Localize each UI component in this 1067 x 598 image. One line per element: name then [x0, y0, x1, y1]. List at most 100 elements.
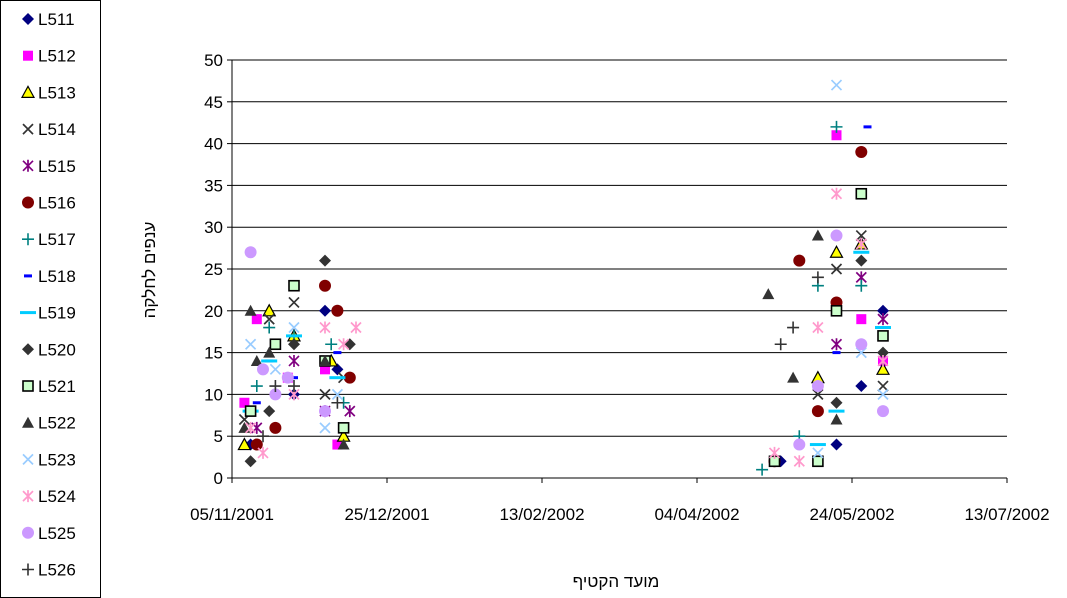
- data-point: [337, 422, 350, 434]
- data-point: [244, 338, 257, 350]
- data-point: [830, 79, 843, 91]
- x-tick-label: 13/07/2002: [964, 505, 1049, 524]
- y-tick-label: 40: [204, 135, 223, 154]
- data-point: [812, 321, 824, 334]
- legend: L511 L512 L513 L514 L515 L516 L517 L518 L519 L520…: [0, 0, 101, 598]
- y-tick-label: 45: [204, 93, 223, 112]
- legend-marker: [20, 85, 36, 99]
- legend-label: L514: [38, 120, 76, 139]
- legend-label: L511: [38, 10, 75, 29]
- data-point: [333, 351, 342, 355]
- data-point: [855, 380, 868, 393]
- legend-item: L515: [22, 157, 76, 176]
- data-point: [855, 346, 867, 359]
- y-tick-label: 10: [204, 385, 223, 404]
- data-point: [332, 439, 343, 450]
- data-point: [250, 380, 263, 393]
- data-point: [855, 229, 867, 242]
- x-tick-label: 05/11/2001: [190, 505, 274, 524]
- data-point: [877, 388, 889, 401]
- legend-label: L522: [38, 414, 76, 433]
- data-point: [319, 321, 331, 334]
- data-point: [855, 279, 868, 292]
- data-point: [863, 125, 872, 129]
- data-point: [350, 321, 362, 334]
- legend-marker: [20, 311, 36, 315]
- series-L525: [244, 229, 889, 451]
- data-point: [853, 250, 870, 254]
- data-point: [855, 237, 867, 250]
- legend-label: L523: [38, 450, 76, 469]
- legend-label: L513: [38, 83, 76, 102]
- data-point: [250, 438, 263, 451]
- data-point: [257, 430, 269, 443]
- data-point: [787, 321, 800, 334]
- data-point: [250, 354, 263, 366]
- data-point: [875, 362, 891, 375]
- data-point: [830, 413, 843, 425]
- data-point: [286, 334, 302, 338]
- legend-label: L519: [38, 304, 76, 323]
- legend-marker: [22, 453, 34, 466]
- legend-marker: [22, 196, 34, 209]
- data-point: [809, 443, 826, 447]
- data-point: [877, 354, 889, 367]
- data-point: [237, 437, 252, 451]
- data-point: [261, 359, 278, 363]
- data-point: [319, 354, 331, 366]
- data-point: [263, 313, 275, 325]
- data-point: [288, 296, 300, 309]
- data-point: [831, 130, 842, 141]
- data-point: [319, 304, 331, 317]
- legend-item: L513: [20, 83, 76, 102]
- legend-item: L524: [22, 487, 76, 506]
- legend-marker: [22, 526, 34, 539]
- legend-marker: [22, 13, 34, 25]
- legend-item: L517: [22, 230, 76, 249]
- data-point: [269, 363, 282, 375]
- x-tick-label: 25/12/2001: [344, 505, 429, 524]
- data-point: [811, 405, 824, 418]
- y-axis-title: ענפים לחלקה: [140, 222, 159, 319]
- data-point: [288, 321, 300, 334]
- data-point: [329, 376, 346, 380]
- series-L526: [257, 271, 824, 443]
- data-point: [288, 279, 300, 292]
- data-point: [877, 346, 889, 359]
- legend-box: [0, 0, 101, 598]
- data-point: [830, 396, 843, 409]
- plot-area: 0 5 10 15 20 25 30 35 40 45 50 05/11/2001 25/12/2001…: [190, 51, 1049, 524]
- data-point: [337, 338, 350, 351]
- data-point: [793, 455, 805, 468]
- legend-item: L522: [22, 414, 76, 433]
- axes: 0 5 10 15 20 25 30 35 40 45 50 05/11/2001 25/12/2001…: [190, 51, 1049, 524]
- legend-label: L517: [38, 230, 76, 249]
- y-tick-label: 25: [204, 260, 223, 279]
- data-point: [319, 405, 331, 418]
- series-L523: [244, 79, 889, 459]
- data-point: [343, 371, 356, 384]
- data-point: [877, 304, 889, 317]
- data-point: [768, 446, 781, 459]
- data-point: [239, 397, 250, 408]
- data-point: [288, 354, 300, 367]
- data-point: [251, 314, 262, 325]
- legend-marker: [22, 563, 34, 576]
- data-point: [331, 388, 344, 401]
- data-point: [269, 338, 282, 351]
- data-point: [251, 421, 263, 434]
- data-point: [877, 330, 889, 342]
- legend-marker: [22, 380, 34, 392]
- data-point: [244, 455, 257, 468]
- data-point: [830, 187, 843, 200]
- gridlines: [232, 59, 1007, 437]
- data-point: [774, 338, 787, 351]
- data-point: [263, 321, 276, 334]
- series-L520: [244, 254, 889, 468]
- data-point: [319, 254, 331, 267]
- data-point: [855, 145, 868, 158]
- data-point: [793, 438, 806, 451]
- data-point: [756, 463, 769, 476]
- legend-item: L516: [22, 194, 76, 213]
- legend-item: L512: [23, 47, 76, 66]
